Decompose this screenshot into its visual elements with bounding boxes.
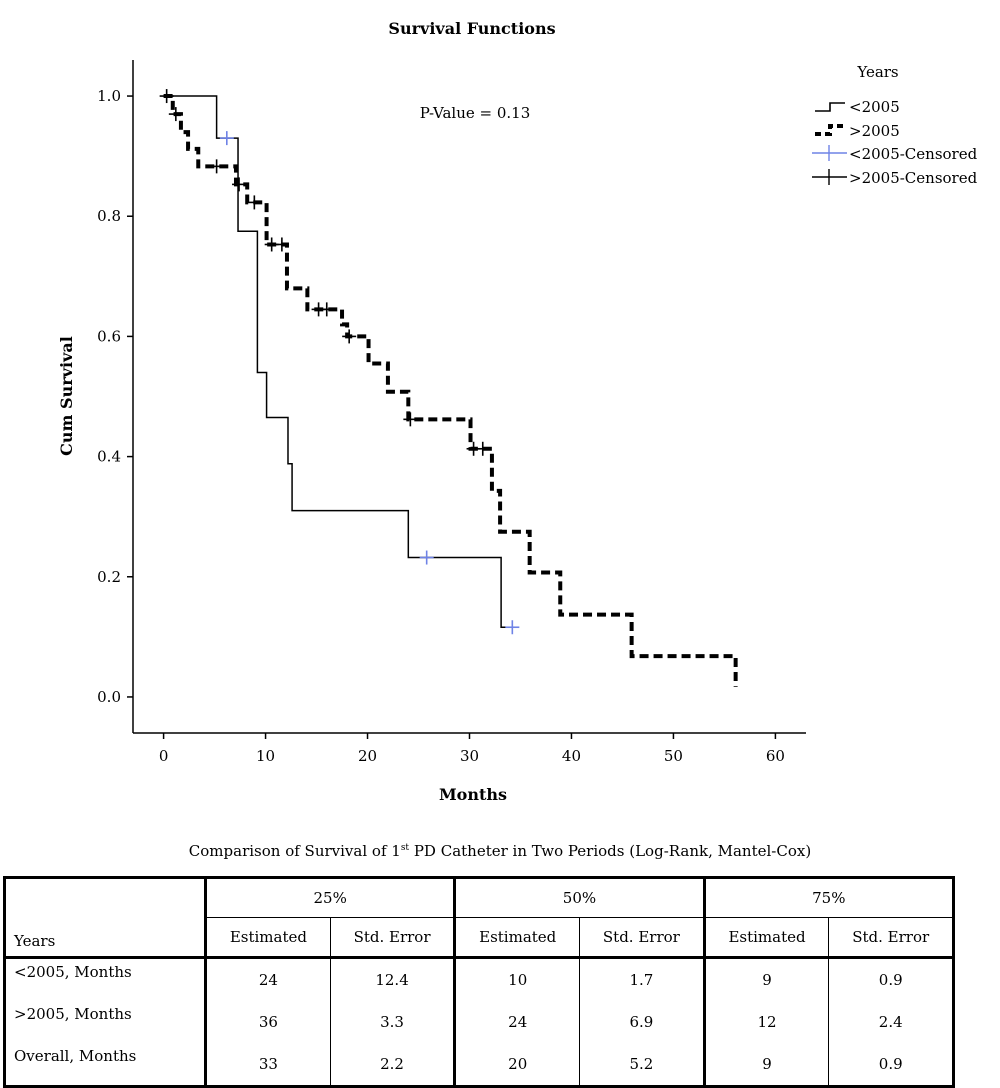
- legend-label: >2005: [849, 122, 900, 140]
- censored-marker-gt2005: [403, 412, 418, 427]
- x-tick-label: 60: [766, 747, 785, 765]
- legend-label: <2005: [849, 98, 900, 116]
- censored-marker-gt2005: [319, 302, 334, 317]
- y-axis-label: Cum Survival: [57, 336, 76, 456]
- row-header-years: Years: [4, 877, 207, 959]
- p-value-annotation: P-Value = 0.13: [420, 104, 531, 122]
- y-tick-label: 0.4: [97, 448, 121, 466]
- survival-comparison-table: Years 25% 50% 75% Estimated Std. Error E…: [3, 876, 955, 1088]
- y-tick-label: 0.2: [97, 568, 121, 586]
- subheader-std-error: Std. Error: [828, 917, 954, 959]
- group-header-50: 50%: [453, 877, 705, 918]
- series-lines: [163, 94, 738, 687]
- legend-label: <2005-Censored: [849, 145, 978, 163]
- table-cell: 12: [702, 1001, 830, 1043]
- table-cell: 0.9: [828, 1043, 954, 1087]
- caption-text: Comparison of Survival of 1: [188, 842, 401, 860]
- tick-marks: 0 10 20 30 40 50 60 0.0 0.2 0.4 0.6 0.8 1.0: [97, 87, 785, 765]
- series-lt2005-line: [163, 95, 513, 628]
- x-tick-label: 10: [256, 747, 275, 765]
- censored-marker-gt2005: [168, 107, 183, 122]
- table-cell: 9: [702, 1043, 830, 1087]
- censored-marker-lt2005: [505, 620, 520, 635]
- subheader-estimated: Estimated: [453, 917, 581, 959]
- table-cell: 1.7: [579, 957, 705, 1001]
- censored-marker-gt2005: [159, 89, 174, 104]
- table-cell: 36: [204, 1001, 331, 1043]
- y-tick-label: 1.0: [97, 87, 121, 105]
- x-tick-label: 0: [159, 747, 169, 765]
- censored-marker-lt2005: [219, 131, 234, 146]
- y-tick-label: 0.6: [97, 327, 121, 345]
- table-row: <2005, Months 24 12.4 10 1.7 9 0.9: [4, 957, 954, 1001]
- censored-marker-gt2005: [274, 237, 289, 252]
- caption-superscript: st: [400, 843, 410, 853]
- table-cell: 2.4: [828, 1001, 954, 1043]
- table-caption: Comparison of Survival of 1st PD Cathete…: [0, 842, 1000, 860]
- table-group-header-row: Years 25% 50% 75%: [4, 877, 955, 959]
- legend-title: Years: [856, 63, 898, 81]
- table-cell: 24: [204, 957, 331, 1001]
- row-label: >2005, Months: [4, 1001, 207, 1043]
- row-label: <2005, Months: [4, 957, 207, 1001]
- axes: [132, 60, 806, 734]
- censored-marker-gt2005: [232, 177, 247, 192]
- table-row: Overall, Months 33 2.2 20 5.2 9 0.9: [4, 1043, 954, 1087]
- legend-swatch-gt2005: [815, 124, 845, 136]
- table-cell: 10: [453, 957, 581, 1001]
- legend-item-lt2005: <2005: [815, 98, 900, 116]
- legend-item-gt2005-censored: >2005-Censored: [812, 169, 978, 187]
- group-header-25: 25%: [203, 877, 456, 918]
- legend-label: >2005-Censored: [849, 169, 978, 187]
- table-cell: 33: [204, 1043, 331, 1087]
- table-cell: 5.2: [579, 1043, 705, 1087]
- legend-swatch-lt2005: [815, 102, 845, 112]
- table-row: >2005, Months 36 3.3 24 6.9 12 2.4: [4, 1001, 954, 1043]
- censored-marker-gt2005: [209, 159, 224, 174]
- x-tick-label: 50: [664, 747, 683, 765]
- table-cell: 6.9: [579, 1001, 705, 1043]
- caption-text: PD Catheter in Two Periods (Log-Rank, Ma…: [409, 842, 812, 860]
- subheader-estimated: Estimated: [702, 917, 830, 959]
- censored-marker-gt2005: [247, 195, 262, 210]
- y-tick-label: 0.0: [97, 688, 121, 706]
- table-cell: 3.3: [329, 1001, 456, 1043]
- table-cell: 12.4: [329, 957, 456, 1001]
- subheader-estimated: Estimated: [204, 917, 331, 959]
- censored-marker-gt2005: [475, 441, 490, 456]
- table-cell: 20: [453, 1043, 581, 1087]
- y-tick-label: 0.8: [97, 207, 121, 225]
- x-tick-label: 30: [460, 747, 479, 765]
- subheader-std-error: Std. Error: [329, 917, 456, 959]
- table-cell: 2.2: [329, 1043, 456, 1087]
- x-axis-label: Months: [439, 785, 507, 804]
- legend-item-lt2005-censored: <2005-Censored: [812, 145, 978, 163]
- table-cell: 0.9: [828, 957, 954, 1001]
- x-tick-label: 20: [358, 747, 377, 765]
- row-label: Overall, Months: [4, 1043, 207, 1087]
- series-gt2005-line: [163, 94, 738, 687]
- legend: Years <2005 >2005 <2005-Censored >2005-C…: [812, 63, 978, 187]
- censored-marker-lt2005: [419, 550, 434, 565]
- group-header-75: 75%: [702, 877, 955, 918]
- subheader-std-error: Std. Error: [579, 917, 705, 959]
- table-cell: 24: [453, 1001, 581, 1043]
- table-cell: 9: [702, 957, 830, 1001]
- chart-title: Survival Functions: [388, 19, 555, 38]
- legend-item-gt2005: >2005: [815, 122, 900, 140]
- censored-markers: [159, 89, 520, 635]
- table-subheader-row: Estimated Std. Error Estimated Std. Erro…: [5, 917, 954, 959]
- survival-chart: Survival Functions P-Value = 0.13 Cum Su…: [57, 19, 978, 804]
- x-tick-label: 40: [562, 747, 581, 765]
- censored-marker-gt2005: [342, 329, 357, 344]
